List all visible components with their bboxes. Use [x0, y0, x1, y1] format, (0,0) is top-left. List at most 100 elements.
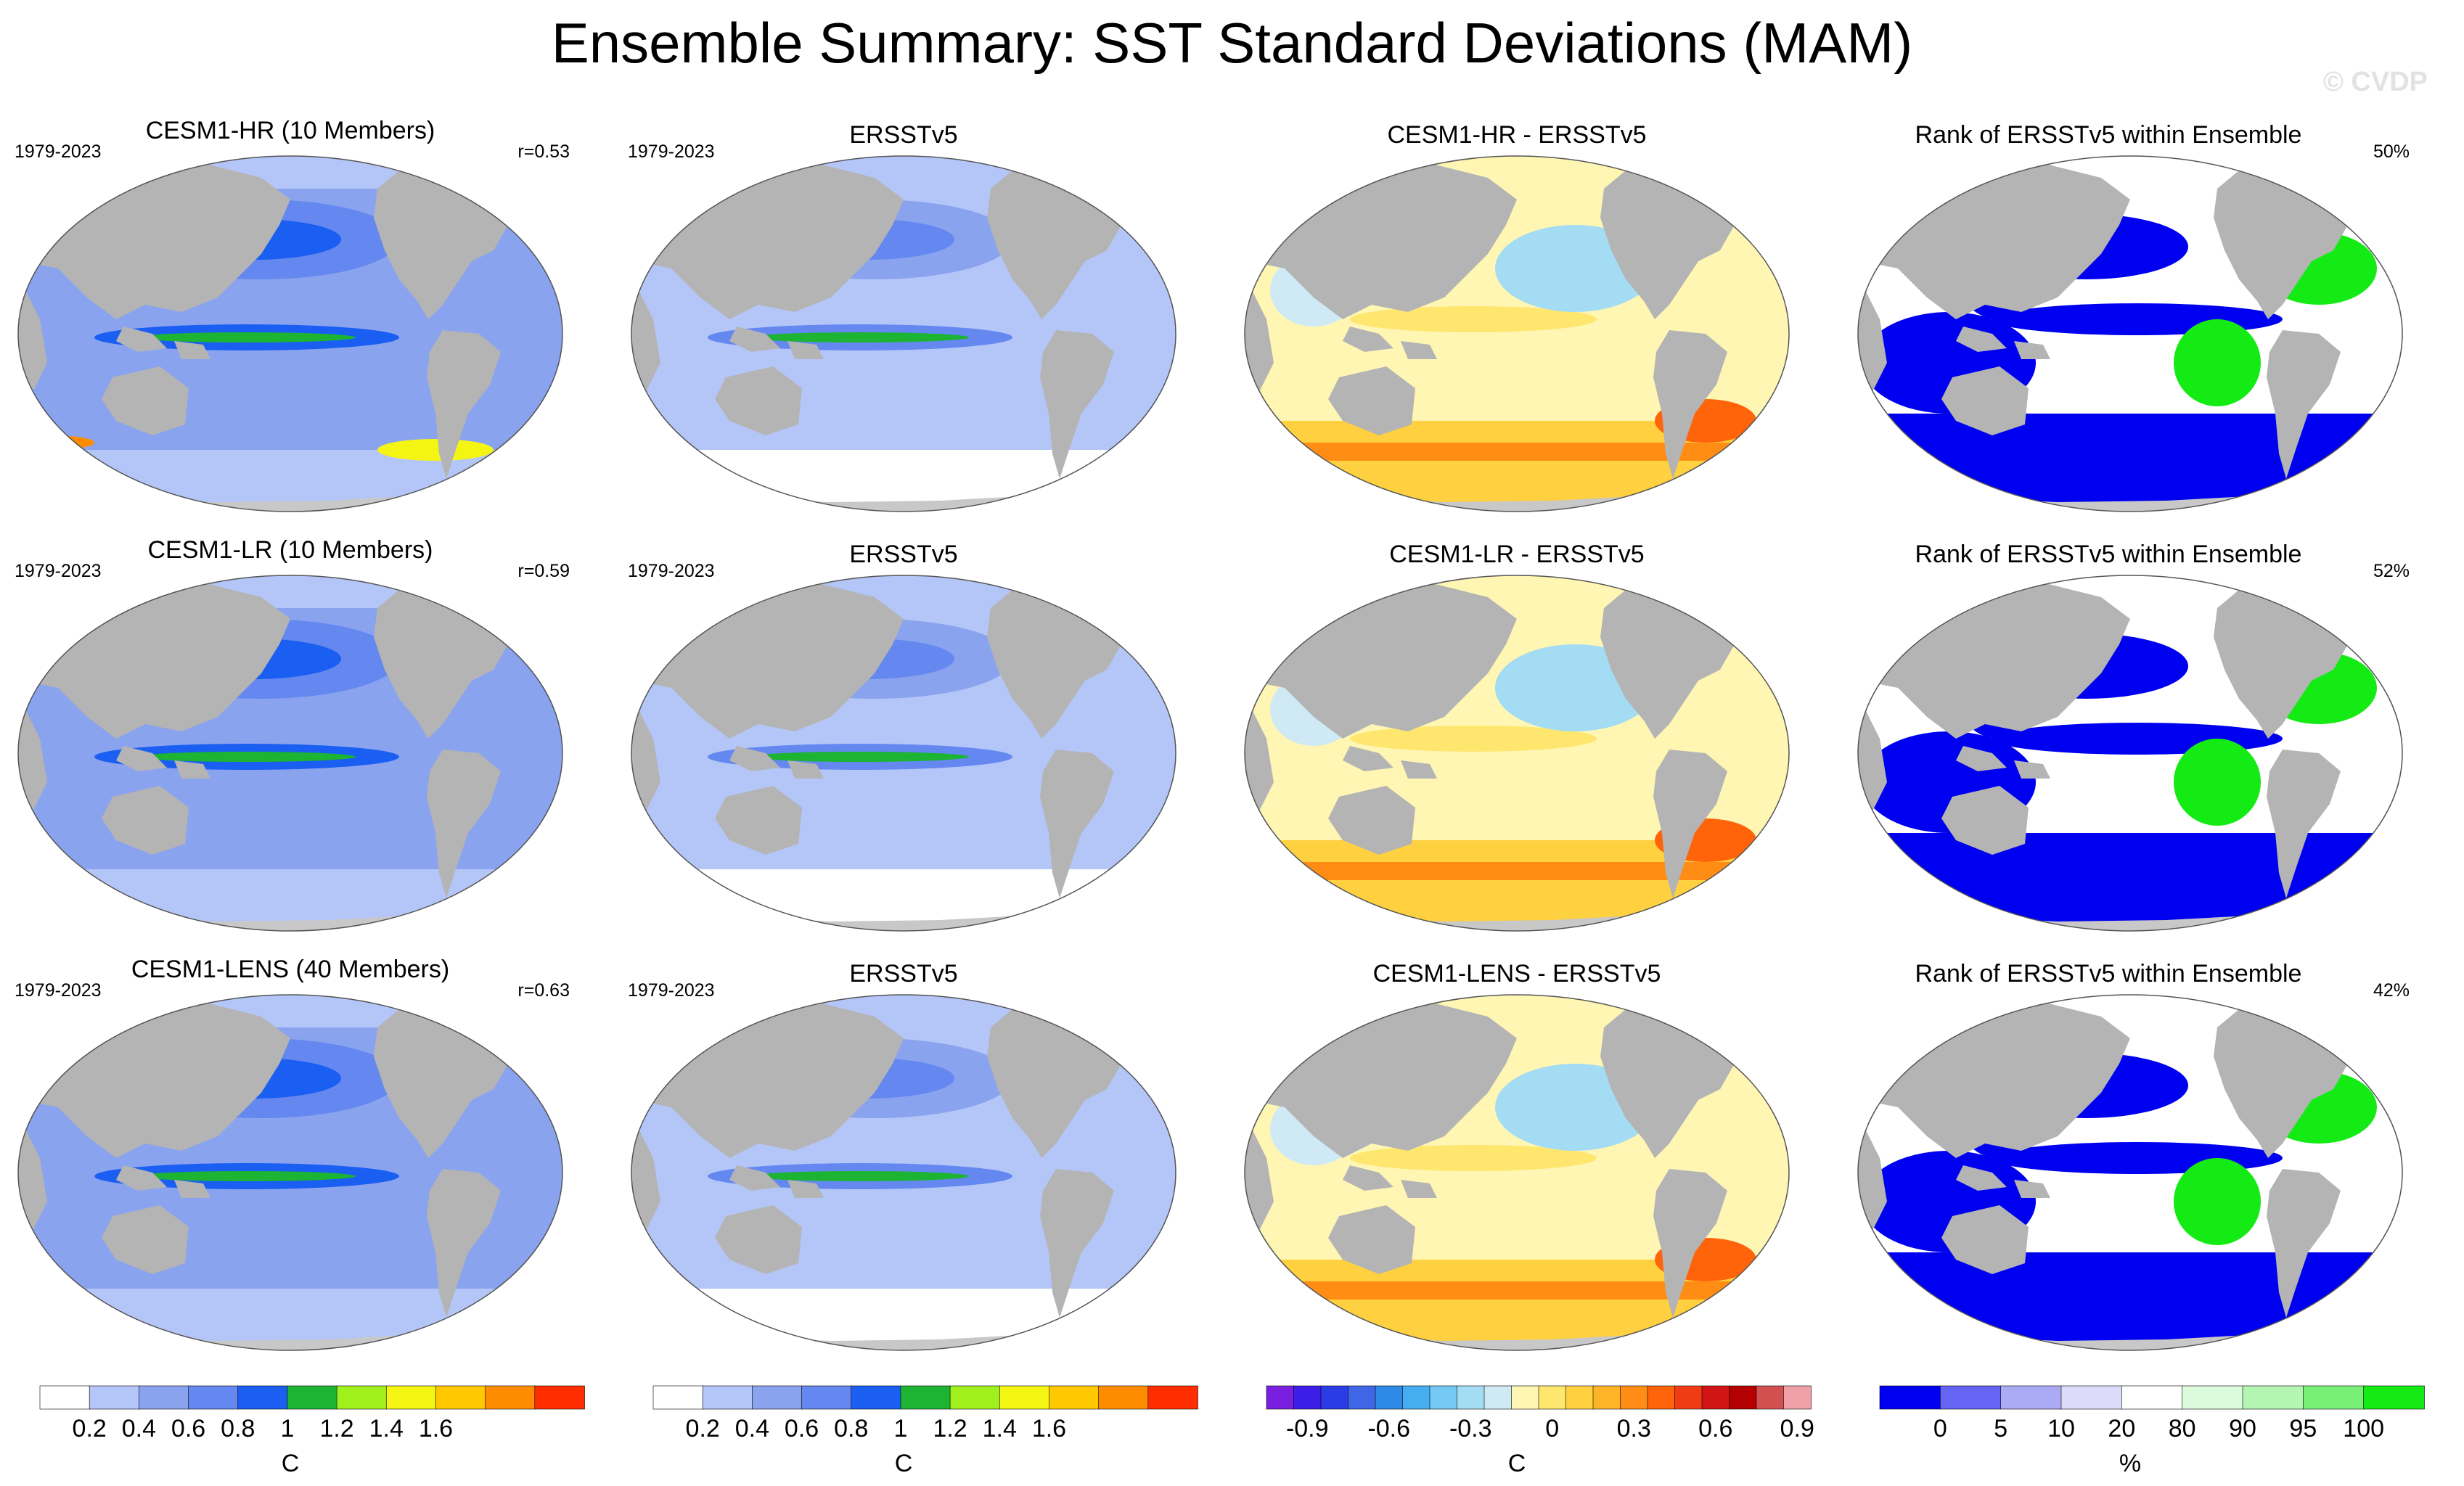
colorbar-tick-label: -0.9	[1286, 1415, 1329, 1442]
map-panel-r2-c3	[1244, 575, 1790, 932]
colorbar-swatch	[1565, 1385, 1594, 1410]
colorbar-swatch	[1293, 1385, 1322, 1410]
colorbar-tick-label: 0.2	[73, 1415, 107, 1442]
obs-title: ERSSTv5	[849, 960, 957, 988]
colorbar-tick-label: 100	[2343, 1415, 2384, 1442]
map-panel-r3-c1	[17, 994, 563, 1351]
colorbar-swatch	[2303, 1385, 2365, 1410]
colorbar-3: -0.9 -0.6 -0.3 0 0.3 0.6 0.9 C	[1266, 1385, 1814, 1477]
pattern-correlation: r=0.59	[517, 561, 570, 581]
colorbar-swatch	[949, 1385, 1001, 1410]
colorbar-swatch	[1592, 1385, 1621, 1410]
rank-percentage: 52%	[2373, 561, 2410, 581]
colorbar-swatch	[2182, 1385, 2243, 1410]
map-outline	[631, 575, 1176, 932]
colorbar-tick-label: 0.8	[834, 1415, 868, 1442]
colorbar-tick-label: 20	[2108, 1415, 2135, 1442]
colorbar-tick-label: 0	[1933, 1415, 1947, 1442]
colorbar-tick-label: -0.6	[1367, 1415, 1410, 1442]
map-outline	[1857, 155, 2403, 512]
colorbar-swatch	[287, 1385, 337, 1410]
map-panel-r2-c1	[17, 575, 563, 932]
rank-percentage: 50%	[2373, 141, 2410, 162]
period-label: 1979-2023	[15, 141, 102, 162]
map-outline	[1244, 155, 1790, 512]
colorbar-tick-label: 0.6	[1698, 1415, 1732, 1442]
colorbar-swatch	[1375, 1385, 1404, 1410]
colorbar-1: 0.2 0.4 0.6 0.8 1 1.2 1.4 1.6 C	[39, 1385, 585, 1477]
colorbar-tick-label: 1.2	[319, 1415, 353, 1442]
colorbar-swatch	[900, 1385, 951, 1410]
colorbar-tick-label: 1.4	[369, 1415, 404, 1442]
colorbar-swatch	[89, 1385, 140, 1410]
colorbar-unit: C	[282, 1450, 300, 1477]
colorbar-tick-label: 90	[2229, 1415, 2256, 1442]
difference-title: CESM1-LENS - ERSSTv5	[1373, 960, 1661, 988]
map-panel-r2-c4	[1857, 575, 2403, 932]
map-outline	[1857, 575, 2403, 932]
colorbar-tick-label: 0.9	[1780, 1415, 1814, 1442]
map-outline	[1244, 994, 1790, 1351]
difference-title: CESM1-LR - ERSSTv5	[1389, 541, 1644, 568]
colorbar-swatch	[188, 1385, 239, 1410]
colorbar-swatch	[1940, 1385, 2002, 1410]
colorbar-tick-label: 1.6	[419, 1415, 453, 1442]
colorbar-tick-label: 1.6	[1032, 1415, 1066, 1442]
colorbar-swatch	[1538, 1385, 1567, 1410]
map-panel-r1-c4	[1857, 155, 2403, 512]
colorbar-swatch	[2363, 1385, 2425, 1410]
colorbar-tick-label: 0.6	[171, 1415, 205, 1442]
colorbar-tick-label: 10	[2047, 1415, 2075, 1442]
colorbar-unit: C	[1508, 1450, 1526, 1477]
colorbar-4: 0 5 10 20 80 90 95 100%	[1879, 1385, 2425, 1477]
colorbar-swatch	[1348, 1385, 1376, 1410]
colorbar-swatch	[1098, 1385, 1149, 1410]
colorbar-tick-label: 1	[893, 1415, 907, 1442]
model-title: CESM1-HR (10 Members)	[146, 117, 435, 144]
colorbar-tick-label: 0.3	[1617, 1415, 1651, 1442]
colorbar-tick-label: 0.6	[785, 1415, 819, 1442]
colorbar-swatch	[1511, 1385, 1539, 1410]
colorbar-tick-label: 0.2	[686, 1415, 720, 1442]
colorbar-swatch	[1783, 1385, 1812, 1410]
colorbar-swatch	[1701, 1385, 1730, 1410]
map-panel-r2-c2	[631, 575, 1176, 932]
colorbar-swatch	[2060, 1385, 2123, 1410]
colorbar-swatch	[1147, 1385, 1198, 1410]
colorbar-swatch	[1266, 1385, 1295, 1410]
colorbar-unit: C	[895, 1450, 913, 1477]
map-outline	[1857, 994, 2403, 1351]
colorbar-swatch	[1457, 1385, 1485, 1410]
colorbar-swatch	[534, 1385, 585, 1410]
colorbar-swatch	[2000, 1385, 2062, 1410]
colorbar-tick-label: 0.8	[221, 1415, 255, 1442]
colorbar-swatch	[1879, 1385, 1941, 1410]
colorbar-swatch	[485, 1385, 536, 1410]
figure-title: Ensemble Summary: SST Standard Deviation…	[551, 11, 1913, 75]
rank-title: Rank of ERSSTv5 within Ensemble	[1915, 121, 2302, 149]
colorbar-swatch	[752, 1385, 803, 1410]
colorbar-swatch	[1729, 1385, 1757, 1410]
colorbar-tick-label: 0	[1545, 1415, 1559, 1442]
map-outline	[17, 994, 563, 1351]
colorbar-swatch	[1756, 1385, 1785, 1410]
colorbar-tick-label: 1.2	[933, 1415, 967, 1442]
pattern-correlation: r=0.63	[517, 980, 570, 1001]
colorbar-swatch	[1320, 1385, 1349, 1410]
obs-title: ERSSTv5	[849, 541, 957, 568]
map-panel-r3-c3	[1244, 994, 1790, 1351]
colorbar-swatch	[237, 1385, 288, 1410]
watermark: © CVDP	[2322, 67, 2428, 97]
colorbar-swatch	[1674, 1385, 1703, 1410]
colorbar-tick-label: 80	[2169, 1415, 2196, 1442]
colorbar-tick-label: 0.4	[122, 1415, 156, 1442]
colorbar-swatch	[1647, 1385, 1676, 1410]
rank-title: Rank of ERSSTv5 within Ensemble	[1915, 960, 2302, 988]
colorbar-swatch	[851, 1385, 901, 1410]
pattern-correlation: r=0.53	[517, 141, 570, 162]
obs-period-label: 1979-2023	[628, 980, 715, 1001]
rank-percentage: 42%	[2373, 980, 2410, 1001]
period-label: 1979-2023	[15, 561, 102, 581]
map-outline	[17, 155, 563, 512]
map-panel-r1-c3	[1244, 155, 1790, 512]
